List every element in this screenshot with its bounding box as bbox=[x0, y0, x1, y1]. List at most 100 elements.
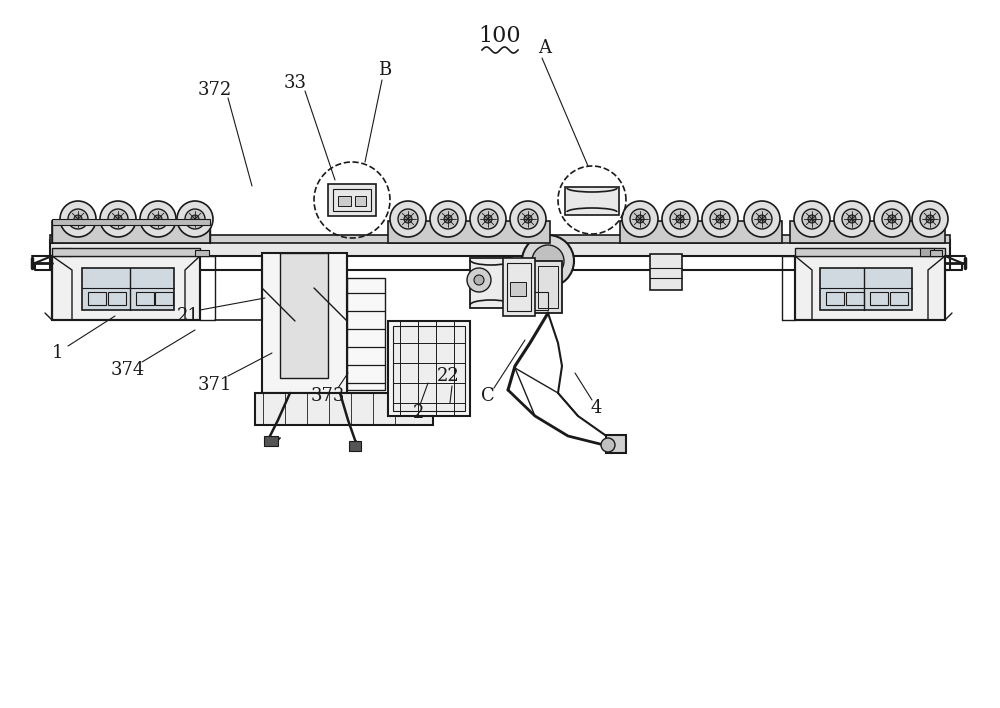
Bar bbox=[82, 268, 174, 310]
Circle shape bbox=[834, 201, 870, 237]
Circle shape bbox=[808, 215, 816, 223]
Circle shape bbox=[478, 209, 498, 229]
Bar bbox=[195, 250, 209, 256]
Text: 21: 21 bbox=[177, 307, 199, 325]
Circle shape bbox=[758, 215, 766, 223]
Bar bbox=[510, 282, 526, 296]
Circle shape bbox=[114, 215, 122, 223]
Bar bbox=[846, 292, 864, 305]
Bar bbox=[52, 221, 210, 243]
Bar bbox=[606, 435, 626, 453]
Bar bbox=[795, 248, 945, 256]
Text: 4: 4 bbox=[590, 399, 602, 417]
Bar bbox=[530, 292, 548, 310]
Circle shape bbox=[630, 209, 650, 229]
Circle shape bbox=[474, 275, 484, 285]
Bar bbox=[388, 321, 470, 416]
Circle shape bbox=[467, 268, 491, 292]
Bar bbox=[507, 263, 531, 311]
Bar bbox=[338, 196, 351, 206]
Bar bbox=[349, 441, 361, 451]
Circle shape bbox=[185, 209, 205, 229]
Circle shape bbox=[912, 201, 948, 237]
Circle shape bbox=[390, 201, 426, 237]
Bar bbox=[280, 253, 328, 378]
Bar bbox=[60, 248, 72, 256]
Bar bbox=[790, 221, 945, 243]
Circle shape bbox=[636, 215, 644, 223]
Bar bbox=[393, 326, 465, 411]
Bar bbox=[820, 268, 912, 310]
Bar bbox=[333, 189, 371, 211]
Bar bbox=[920, 248, 934, 256]
Circle shape bbox=[60, 201, 96, 237]
Text: C: C bbox=[481, 387, 495, 405]
Circle shape bbox=[716, 215, 724, 223]
Bar bbox=[50, 240, 950, 256]
Circle shape bbox=[524, 215, 532, 223]
Circle shape bbox=[140, 201, 176, 237]
Text: 2: 2 bbox=[412, 404, 424, 422]
Bar bbox=[930, 250, 942, 256]
Bar bbox=[355, 196, 366, 206]
Bar bbox=[50, 235, 950, 243]
Circle shape bbox=[404, 215, 412, 223]
Bar bbox=[88, 292, 106, 305]
Text: 374: 374 bbox=[111, 361, 145, 379]
Bar bbox=[534, 261, 562, 313]
Text: 22: 22 bbox=[437, 367, 459, 385]
Circle shape bbox=[752, 209, 772, 229]
Circle shape bbox=[177, 201, 213, 237]
Circle shape bbox=[148, 209, 168, 229]
Circle shape bbox=[108, 209, 128, 229]
Circle shape bbox=[438, 209, 458, 229]
Bar bbox=[503, 258, 535, 316]
Circle shape bbox=[484, 215, 492, 223]
Circle shape bbox=[444, 215, 452, 223]
Bar bbox=[108, 292, 126, 305]
Bar bbox=[890, 292, 908, 305]
Text: B: B bbox=[378, 61, 392, 79]
Bar bbox=[255, 393, 433, 425]
Text: 33: 33 bbox=[284, 74, 306, 92]
Bar bbox=[565, 187, 619, 215]
Circle shape bbox=[842, 209, 862, 229]
Circle shape bbox=[191, 215, 199, 223]
Bar bbox=[262, 253, 347, 393]
Bar bbox=[52, 219, 210, 225]
Bar bbox=[470, 258, 512, 308]
Circle shape bbox=[676, 215, 684, 223]
Circle shape bbox=[430, 201, 466, 237]
Circle shape bbox=[744, 201, 780, 237]
Circle shape bbox=[794, 201, 830, 237]
Bar bbox=[870, 292, 888, 305]
Circle shape bbox=[100, 201, 136, 237]
Bar bbox=[328, 184, 376, 216]
Circle shape bbox=[510, 201, 546, 237]
Bar bbox=[826, 292, 844, 305]
Circle shape bbox=[710, 209, 730, 229]
Circle shape bbox=[874, 201, 910, 237]
Circle shape bbox=[154, 215, 162, 223]
Circle shape bbox=[670, 209, 690, 229]
Text: 372: 372 bbox=[198, 81, 232, 99]
Bar bbox=[264, 436, 278, 446]
Circle shape bbox=[518, 209, 538, 229]
Circle shape bbox=[532, 245, 564, 277]
Text: A: A bbox=[538, 39, 552, 57]
Circle shape bbox=[848, 215, 856, 223]
Text: 373: 373 bbox=[311, 387, 345, 405]
Bar bbox=[795, 256, 945, 320]
Circle shape bbox=[882, 209, 902, 229]
Bar bbox=[52, 248, 200, 256]
Bar bbox=[52, 256, 200, 320]
Circle shape bbox=[702, 201, 738, 237]
Bar bbox=[650, 254, 682, 290]
Bar bbox=[347, 278, 385, 390]
Circle shape bbox=[398, 209, 418, 229]
Circle shape bbox=[622, 201, 658, 237]
Circle shape bbox=[68, 209, 88, 229]
Circle shape bbox=[601, 438, 615, 452]
Bar bbox=[136, 292, 154, 305]
Circle shape bbox=[470, 201, 506, 237]
